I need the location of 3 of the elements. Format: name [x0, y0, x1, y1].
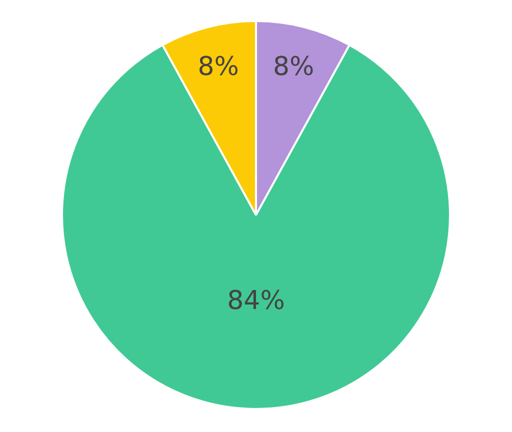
data-label: 84% — [227, 286, 285, 316]
data-label: 8% — [198, 52, 239, 82]
data-label: 8% — [273, 52, 314, 82]
